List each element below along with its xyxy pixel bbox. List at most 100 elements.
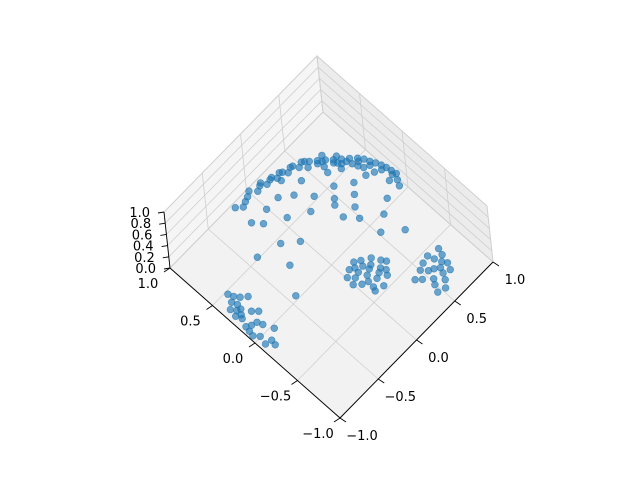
y-tick-mark [333,417,341,423]
data-point [313,160,322,168]
data-point [350,178,358,187]
wall-gridline-y [359,93,366,150]
data-point [431,281,439,289]
data-point [268,336,276,344]
data-point [339,213,347,221]
z-tick-mark [160,233,167,236]
data-point [239,203,248,211]
z-tick-mark [163,267,171,270]
data-point [244,292,252,301]
z-tick-label: 0.0 [135,262,156,277]
data-point [292,292,300,300]
z-tick-label: 0.4 [133,240,154,255]
data-point [247,307,256,315]
z-tick-mark [162,256,169,259]
data-point [256,332,264,341]
data-point [226,305,235,314]
z-tick-label: 0.2 [134,251,155,266]
data-point [254,187,262,195]
data-point [324,168,332,177]
data-point [364,277,373,286]
data-point [263,180,271,189]
y-tick-mark [291,380,298,385]
x-tick-mark [454,300,461,306]
data-point [423,252,432,260]
data-point [283,213,291,222]
wall-gridline-y [316,55,324,113]
z-tick-mark [159,222,166,225]
data-point [232,312,240,320]
data-point [370,168,379,176]
data-point [296,237,305,246]
data-point [330,182,338,190]
data-point [380,282,388,290]
data-point [393,176,402,184]
data-point [416,266,424,274]
z-axis-line [163,211,171,269]
data-point [345,266,353,274]
wall-gridline-y [401,130,409,188]
wall-gridline-z [166,77,490,235]
data-point [441,276,449,284]
y-tick-label: 0.5 [180,315,201,330]
wall-gridline-x [278,94,286,152]
data-point [297,177,306,185]
wall-gridline-z [167,89,491,246]
data-point [434,288,442,296]
data-point [247,219,256,227]
data-point [274,193,282,202]
y-tick-label: 1.0 [138,277,159,292]
wall-gridline-z [169,111,494,269]
z-tick-label: 1.0 [129,206,150,221]
wall-gridline-x [201,172,209,230]
data-point [310,192,318,201]
data-point [304,163,312,172]
axis-lines [157,211,500,423]
data-point [236,293,244,301]
data-point [366,161,374,170]
data-point [351,274,359,282]
x-tick-mark [339,417,347,423]
data-point [355,214,364,223]
z-tick-mark [161,245,168,248]
data-point [261,340,270,348]
data-point [329,156,338,164]
data-point [277,239,285,248]
z-tick-mark [157,211,165,214]
y-tick-mark [206,305,213,310]
y-tick-label: −1.0 [302,427,334,442]
z-tick-label: 0.8 [131,217,152,232]
floor-gridline-y [297,224,451,381]
x-tick-mark [378,378,385,384]
data-point [259,220,268,228]
data-point [330,194,339,203]
data-point [380,210,388,218]
data-point [307,207,315,216]
data-point [438,257,446,266]
data-point [430,255,438,263]
data-point [419,259,427,267]
data-points [224,151,454,349]
z-tick-label: 0.6 [132,228,153,243]
data-point [290,191,298,199]
data-point [343,273,351,282]
x-tick-label: −0.5 [384,390,416,405]
data-point [253,253,262,261]
wall-gridline-z [163,55,488,213]
data-point [286,261,294,269]
data-point [430,275,438,283]
data-point [369,283,378,291]
data-point [295,163,303,172]
data-point [362,171,370,179]
data-point [436,264,445,272]
x-tick-mark [492,261,500,267]
data-point [424,267,433,275]
data-point [395,182,404,190]
data-point [411,276,419,284]
y-tick-mark [248,342,256,348]
data-point [331,201,339,209]
x-tick-label: 0.5 [466,312,487,327]
data-point [351,203,359,211]
